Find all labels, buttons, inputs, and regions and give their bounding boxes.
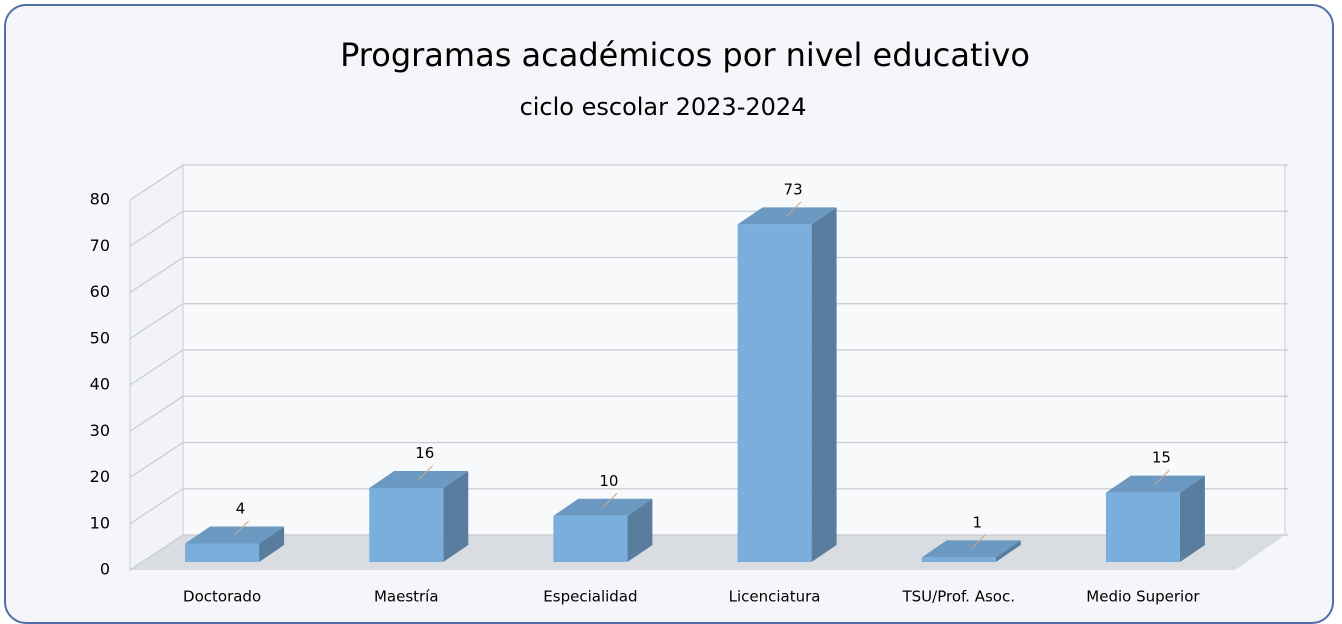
grid-line: [129, 349, 1288, 386]
grid-line: [129, 303, 1288, 340]
data-label: 16: [415, 444, 434, 462]
grid-line: [129, 164, 1288, 201]
bar-face: [443, 471, 469, 562]
bar-face: [995, 540, 1021, 562]
grid-line: [129, 256, 1288, 294]
leader-line: [1155, 469, 1170, 485]
leader-line: [418, 465, 434, 480]
grid-line: [129, 441, 1288, 479]
y-tick-label: 10: [90, 513, 110, 532]
grid-line: [129, 534, 1288, 571]
y-tick-label: 60: [90, 282, 110, 301]
bar-face: [627, 498, 653, 562]
bar: [1105, 475, 1205, 562]
data-label: 15: [1152, 449, 1171, 467]
data-label: 4: [236, 500, 246, 518]
bar-face: [811, 207, 837, 562]
grid-line: [129, 395, 1288, 432]
y-tick-label: 50: [90, 328, 110, 347]
x-tick-label: Doctorado: [183, 588, 261, 606]
leader-line: [786, 201, 802, 217]
bar-face: [259, 526, 285, 562]
chart-title: Programas académicos por nivel educativo: [340, 36, 1030, 74]
bar: [737, 207, 837, 562]
y-tick-label: 40: [90, 375, 110, 394]
bar-face: [369, 488, 444, 562]
x-tick-label: Especialidad: [543, 588, 637, 606]
bar: [369, 471, 469, 562]
grid-line: [129, 210, 1288, 247]
data-label: 10: [599, 472, 618, 490]
y-tick-label: 20: [90, 467, 110, 486]
bar-face: [185, 543, 260, 562]
bar-face: [737, 224, 812, 562]
data-label: 1: [972, 513, 982, 531]
chart-subtitle: ciclo escolar 2023-2024: [520, 93, 807, 121]
bar-face: [1105, 492, 1180, 562]
leader-line: [970, 534, 986, 550]
data-label: 73: [784, 180, 803, 198]
bar-face: [553, 515, 628, 562]
y-tick-label: 80: [90, 190, 110, 209]
y-tick-label: 70: [90, 236, 110, 255]
leader-line: [602, 492, 618, 508]
x-tick-label: Maestría: [374, 588, 439, 606]
y-tick-label: 0: [100, 560, 110, 579]
bar: [553, 498, 653, 562]
x-tick-label: TSU/Prof. Asoc.: [901, 588, 1015, 606]
y-tick-label: 30: [90, 421, 110, 440]
x-tick-label: Licenciatura: [729, 588, 821, 606]
leader-line: [234, 520, 249, 536]
x-tick-label: Medio Superior: [1086, 588, 1200, 606]
grid-line: [129, 488, 1288, 525]
bar-face: [1179, 475, 1205, 562]
bar-face: [921, 557, 996, 562]
